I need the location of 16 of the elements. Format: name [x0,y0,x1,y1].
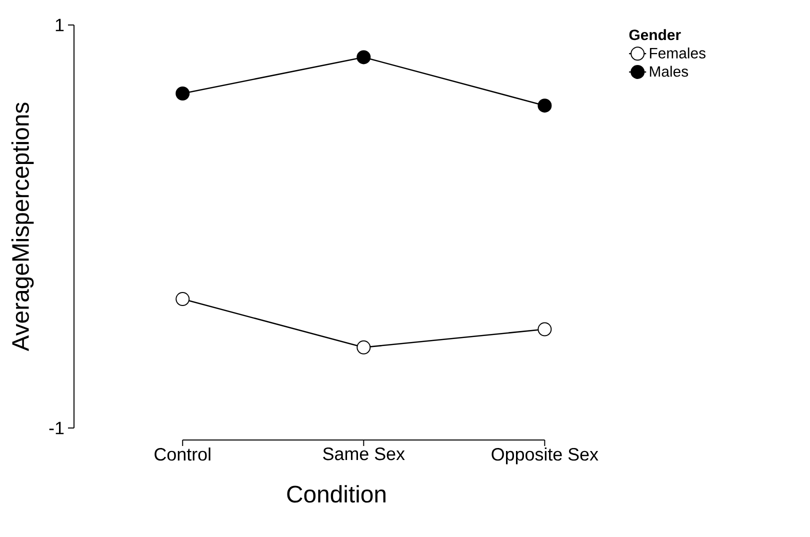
y-axis-title: AverageMisperceptions [11,102,34,352]
point [538,322,552,336]
legend-label: Males [650,66,688,77]
y-tick-label: -1 [49,422,64,434]
point [356,340,371,354]
x-tick-label: Same Sex [323,448,405,460]
x-tick-label: Control [154,448,210,461]
point [538,98,552,113]
point [356,50,371,64]
point [176,292,190,306]
x-tick-label: Opposite Sex [492,448,598,464]
legend-label: Females [650,47,706,58]
y-tick-label: 1 [56,18,64,32]
x-axis-title: Condition [287,485,386,503]
legend-title: Gender [629,29,681,40]
point [176,86,190,101]
